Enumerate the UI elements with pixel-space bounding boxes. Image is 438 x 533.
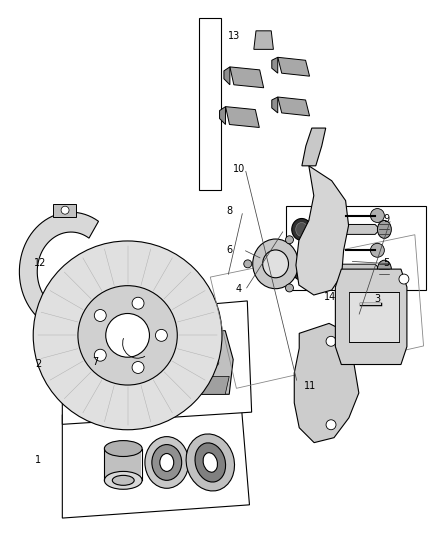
Ellipse shape [160, 454, 174, 471]
Ellipse shape [378, 260, 391, 278]
Polygon shape [62, 399, 250, 518]
Circle shape [33, 241, 222, 430]
Text: 6: 6 [227, 245, 233, 255]
Ellipse shape [104, 441, 142, 456]
Circle shape [371, 244, 385, 257]
Ellipse shape [378, 221, 391, 238]
Circle shape [371, 208, 385, 222]
Polygon shape [278, 97, 310, 116]
Circle shape [130, 343, 137, 350]
Polygon shape [219, 107, 226, 125]
Polygon shape [170, 376, 229, 394]
Circle shape [326, 336, 336, 346]
Ellipse shape [263, 250, 289, 278]
Text: 13: 13 [228, 31, 240, 41]
Circle shape [340, 284, 354, 297]
Polygon shape [278, 57, 310, 76]
Text: 8: 8 [227, 206, 233, 216]
Text: 12: 12 [34, 258, 47, 268]
Bar [349, 292, 399, 342]
Ellipse shape [292, 258, 311, 280]
Circle shape [399, 274, 409, 284]
Ellipse shape [292, 219, 311, 240]
Text: 14: 14 [324, 292, 336, 302]
Bar [199, 18, 221, 190]
Polygon shape [53, 204, 76, 217]
Ellipse shape [145, 437, 189, 488]
Ellipse shape [253, 239, 298, 289]
Circle shape [212, 343, 219, 350]
Circle shape [107, 356, 114, 363]
Polygon shape [120, 376, 175, 394]
Circle shape [96, 343, 103, 350]
Text: 5: 5 [383, 258, 390, 268]
Text: 4: 4 [236, 284, 242, 294]
Polygon shape [296, 166, 349, 295]
Polygon shape [336, 269, 407, 365]
Circle shape [59, 287, 67, 296]
Circle shape [158, 343, 165, 350]
Ellipse shape [104, 471, 142, 489]
Circle shape [132, 361, 144, 374]
Polygon shape [254, 31, 273, 50]
Circle shape [78, 349, 85, 356]
Circle shape [130, 358, 137, 365]
Text: 9: 9 [384, 214, 390, 224]
Circle shape [61, 206, 69, 214]
Polygon shape [224, 67, 230, 85]
Circle shape [244, 260, 252, 268]
Polygon shape [62, 301, 252, 424]
Polygon shape [272, 57, 278, 73]
Text: 11: 11 [304, 381, 317, 391]
Polygon shape [106, 449, 141, 480]
Polygon shape [294, 324, 359, 442]
Ellipse shape [203, 453, 218, 472]
Circle shape [94, 349, 106, 361]
Ellipse shape [296, 222, 307, 236]
Ellipse shape [378, 298, 386, 309]
Circle shape [94, 310, 106, 321]
Polygon shape [226, 107, 259, 127]
Text: 2: 2 [35, 359, 42, 369]
Polygon shape [166, 330, 233, 394]
Circle shape [78, 286, 177, 385]
Circle shape [286, 284, 293, 292]
Circle shape [106, 313, 149, 357]
Polygon shape [272, 97, 278, 113]
Circle shape [155, 329, 167, 341]
Circle shape [326, 420, 336, 430]
Ellipse shape [296, 262, 307, 276]
Polygon shape [87, 373, 103, 386]
Polygon shape [315, 224, 380, 235]
Ellipse shape [351, 297, 361, 311]
Polygon shape [115, 334, 179, 394]
Text: 10: 10 [233, 164, 245, 174]
Circle shape [212, 359, 219, 366]
Polygon shape [19, 212, 99, 332]
Text: 3: 3 [375, 294, 381, 304]
Bar [286, 206, 426, 290]
Polygon shape [315, 264, 380, 274]
Ellipse shape [152, 445, 182, 480]
Polygon shape [230, 67, 264, 88]
Circle shape [132, 297, 144, 309]
Circle shape [196, 333, 203, 340]
Polygon shape [302, 128, 326, 166]
Circle shape [180, 359, 187, 366]
Circle shape [344, 287, 350, 293]
Text: 7: 7 [92, 357, 98, 367]
Ellipse shape [186, 434, 234, 491]
Circle shape [180, 343, 187, 350]
Text: 1: 1 [35, 455, 42, 465]
Polygon shape [61, 327, 127, 354]
Ellipse shape [195, 443, 226, 482]
Circle shape [286, 236, 293, 244]
Circle shape [158, 358, 165, 365]
Ellipse shape [112, 475, 134, 486]
